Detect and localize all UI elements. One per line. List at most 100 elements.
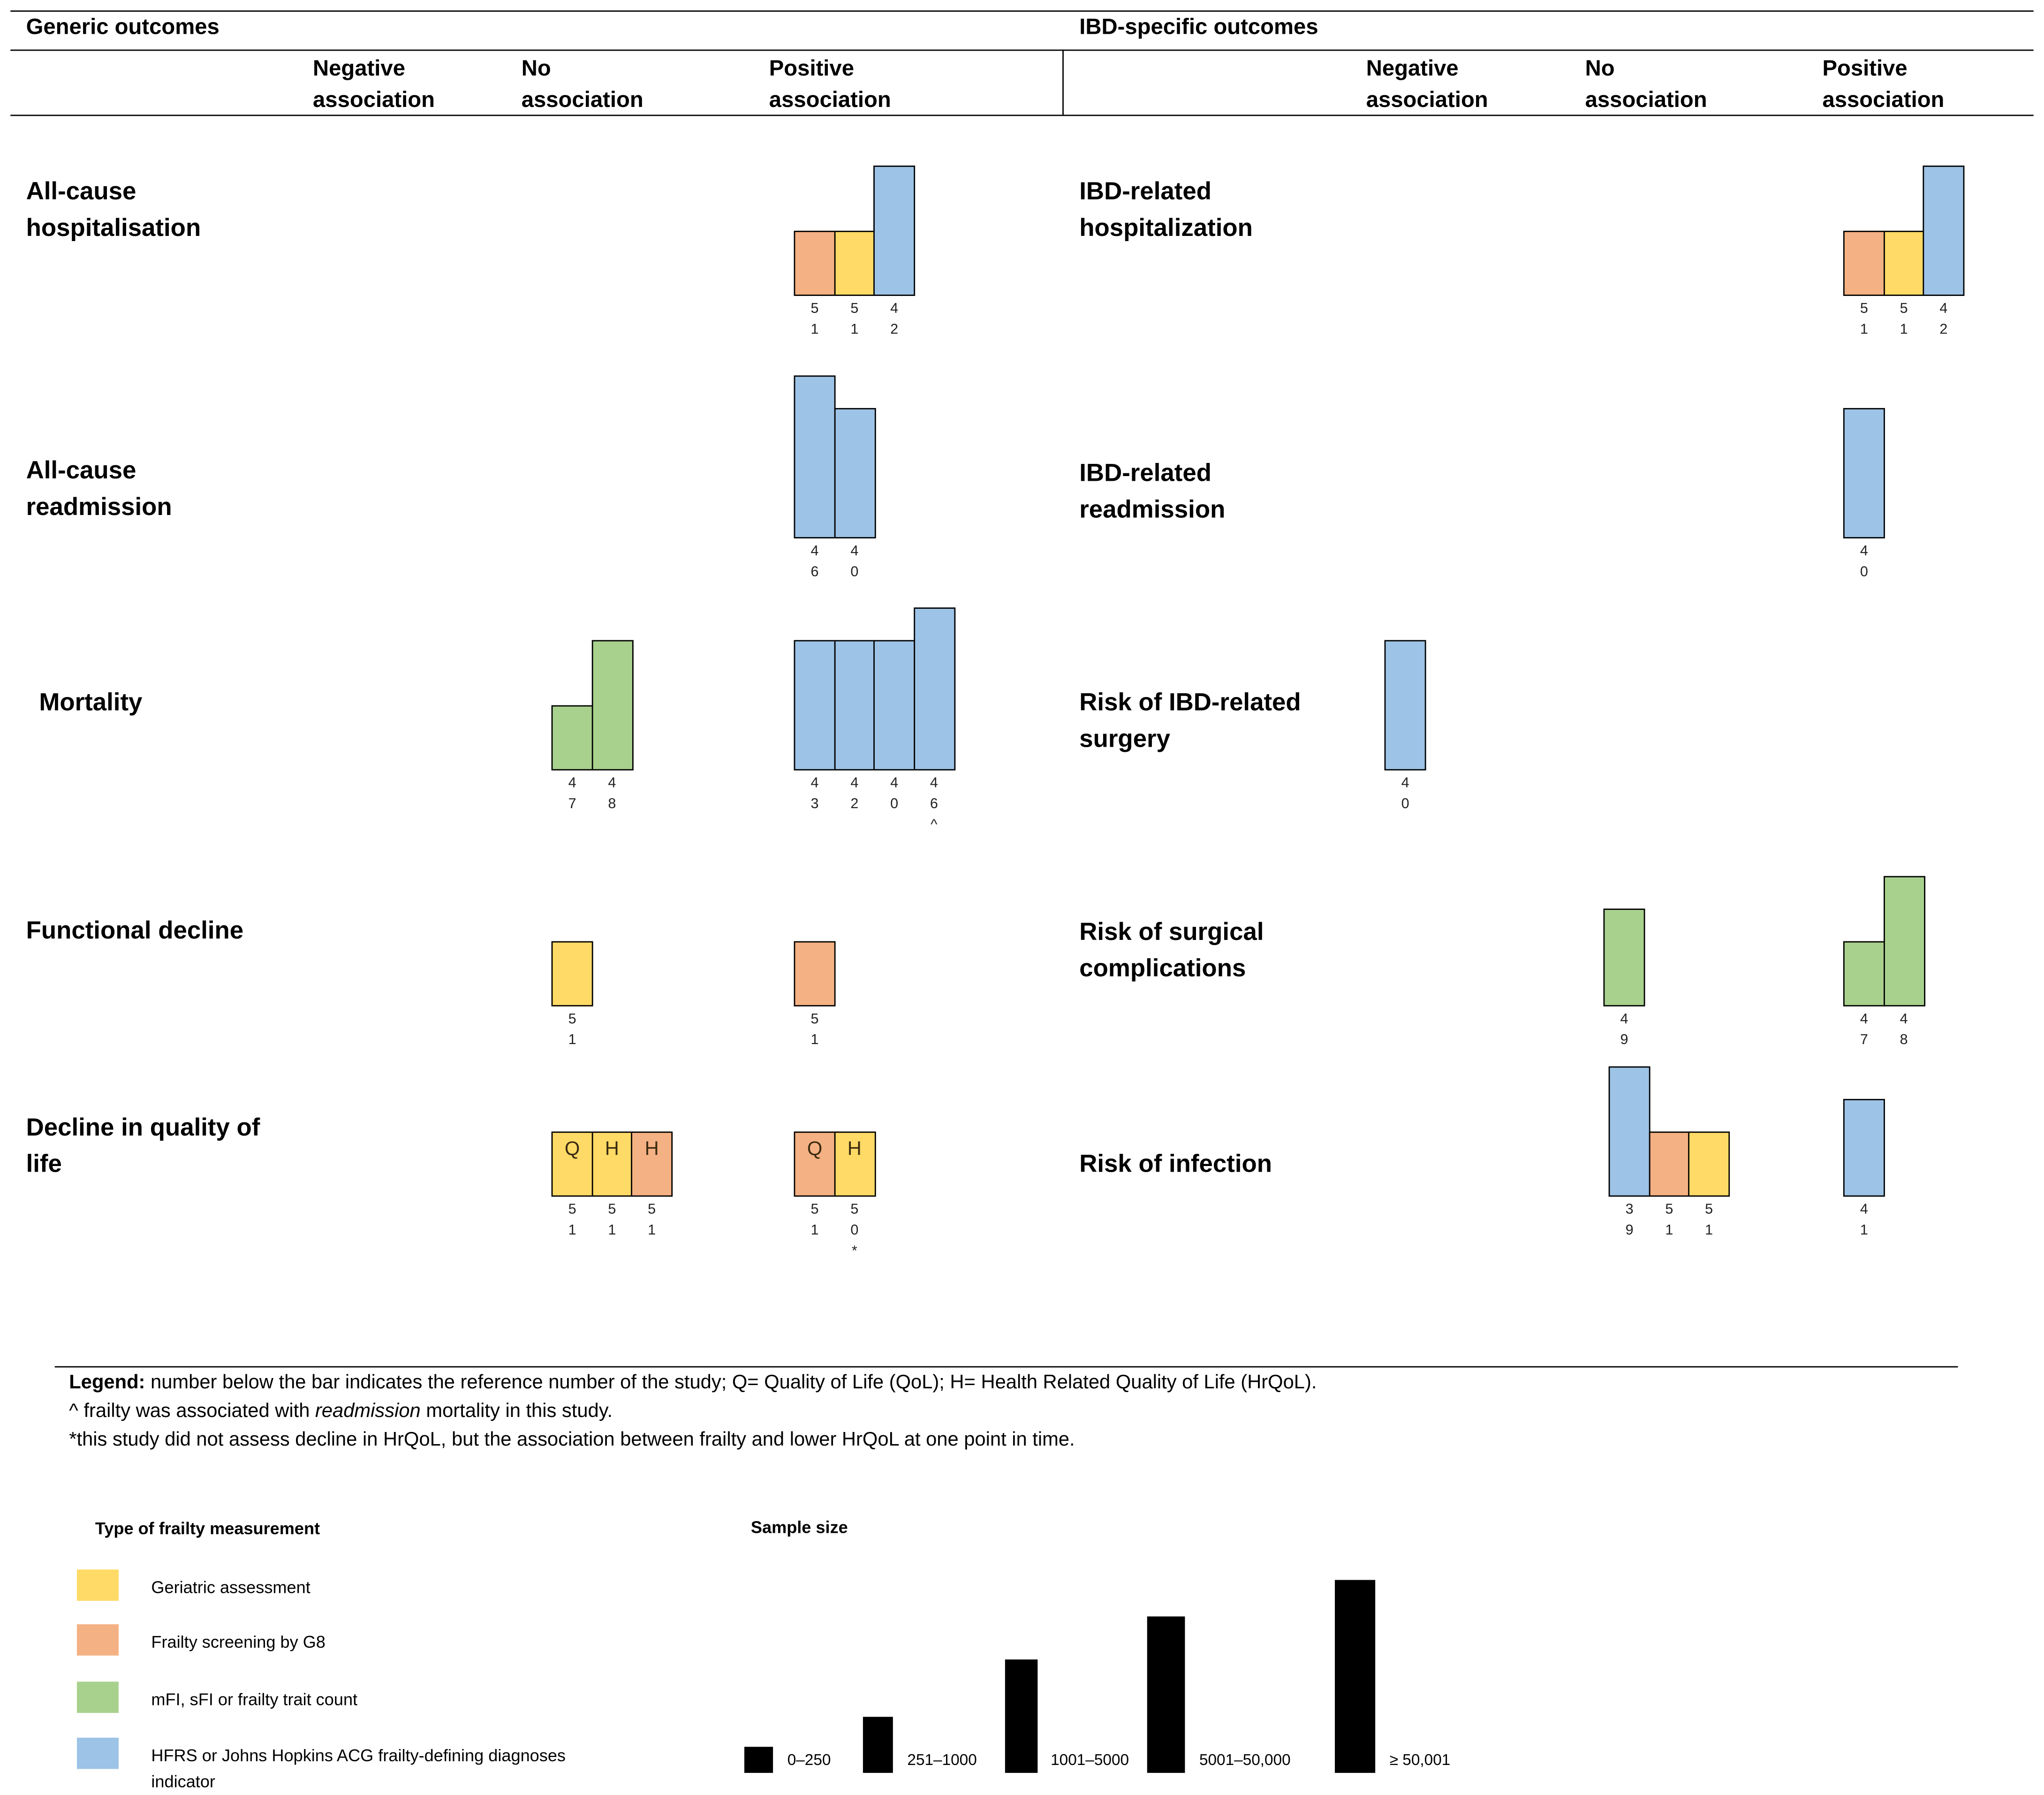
frailty-type-label: Frailty screening by G8 bbox=[151, 1632, 326, 1652]
sample-size-bar bbox=[744, 1747, 773, 1773]
row-label-ibd-readmission: IBD-related readmission bbox=[1079, 460, 1226, 524]
section-divider bbox=[1062, 49, 1064, 115]
legend-rule bbox=[54, 1366, 1958, 1368]
sample-size-title: Sample size bbox=[750, 1517, 848, 1537]
bar-hfrs bbox=[873, 165, 916, 296]
bar-outcome-letter: H bbox=[605, 1138, 619, 1160]
row-label-functional-decline: Functional decline bbox=[26, 917, 244, 945]
bar-mfi bbox=[591, 640, 633, 771]
bar-geriatric: Q bbox=[551, 1131, 593, 1197]
legend-line-2: ^ frailty was associated with readmissio… bbox=[69, 1400, 613, 1423]
swatch-g8 bbox=[76, 1624, 119, 1656]
sample-size-label: 1001–5000 bbox=[1051, 1750, 1129, 1769]
sample-size-bar bbox=[1335, 1580, 1376, 1773]
legend-line-1: Legend: number below the bar indicates t… bbox=[69, 1371, 1317, 1394]
bar-hfrs bbox=[1384, 640, 1426, 771]
swatch-mfi bbox=[76, 1681, 119, 1713]
swatch-geriatric bbox=[76, 1569, 119, 1601]
bar-g8 bbox=[1648, 1131, 1690, 1197]
bar-outcome-letter: Q bbox=[807, 1138, 823, 1160]
top-rule bbox=[10, 10, 2034, 12]
sample-size-bar bbox=[863, 1717, 893, 1773]
bar-hfrs bbox=[913, 607, 955, 771]
bar-mfi bbox=[1603, 909, 1645, 1007]
col-ibd-positive: Positive association bbox=[1822, 56, 1945, 113]
row-label-surgical-complications: Risk of surgical complications bbox=[1079, 919, 1264, 983]
bar-g8 bbox=[794, 941, 836, 1007]
bar-hfrs bbox=[833, 640, 876, 771]
section-ibd-title: IBD-specific outcomes bbox=[1079, 14, 1318, 39]
sample-size-label: 0–250 bbox=[787, 1750, 831, 1769]
bar-hfrs bbox=[833, 408, 876, 538]
bar-hfrs bbox=[794, 375, 836, 538]
bar-outcome-letter: H bbox=[644, 1138, 659, 1160]
bar-geriatric bbox=[833, 230, 876, 296]
col-generic-none: No association bbox=[521, 56, 643, 113]
column-header-rule bbox=[10, 114, 2034, 116]
bar-mfi bbox=[551, 705, 593, 771]
bar-g8 bbox=[794, 230, 836, 296]
row-label-ibd-surgery: Risk of IBD-related surgery bbox=[1079, 689, 1301, 754]
bar-geriatric: H bbox=[833, 1131, 876, 1197]
bar-hfrs bbox=[1843, 408, 1885, 538]
bar-hfrs bbox=[873, 640, 916, 771]
bar-g8 bbox=[1843, 230, 1885, 296]
bar-outcome-letter: H bbox=[847, 1138, 862, 1160]
bar-hfrs bbox=[1843, 1098, 1885, 1197]
row-label-all-cause-readmission: All-cause readmission bbox=[26, 457, 172, 522]
sample-size-bar bbox=[1005, 1659, 1038, 1773]
bar-hfrs bbox=[1923, 165, 1965, 296]
bar-g8: H bbox=[631, 1131, 673, 1197]
col-ibd-negative: Negative association bbox=[1366, 56, 1488, 113]
section-generic-title: Generic outcomes bbox=[26, 14, 220, 39]
row-label-risk-of-infection: Risk of infection bbox=[1079, 1151, 1272, 1179]
bar-mfi bbox=[1883, 876, 1925, 1007]
sample-size-bar bbox=[1147, 1616, 1185, 1773]
col-generic-negative: Negative association bbox=[313, 56, 435, 113]
bar-geriatric bbox=[1883, 230, 1925, 296]
frailty-type-label: Geriatric assessment bbox=[151, 1577, 310, 1597]
bar-geriatric bbox=[1688, 1131, 1730, 1197]
frailty-type-label: HFRS or Johns Hopkins ACG frailty-defini… bbox=[151, 1745, 566, 1791]
sample-size-label: 251–1000 bbox=[907, 1750, 977, 1769]
sample-size-label: ≥ 50,001 bbox=[1389, 1750, 1451, 1769]
bar-hfrs bbox=[794, 640, 836, 771]
col-ibd-none: No association bbox=[1585, 56, 1707, 113]
bar-mfi bbox=[1843, 941, 1885, 1007]
frailty-type-title: Type of frailty measurement bbox=[95, 1518, 320, 1538]
swatch-hfrs bbox=[76, 1737, 119, 1769]
row-label-ibd-hospitalization: IBD-related hospitalization bbox=[1079, 178, 1253, 242]
bar-hfrs bbox=[1608, 1066, 1650, 1197]
bar-g8: Q bbox=[794, 1131, 836, 1197]
bar-reference-number: 5 0 * bbox=[850, 1202, 859, 1259]
bar-reference-number: 4 6 ^ bbox=[930, 775, 938, 833]
row-label-all-cause-hospitalisation: All-cause hospitalisation bbox=[26, 178, 201, 242]
